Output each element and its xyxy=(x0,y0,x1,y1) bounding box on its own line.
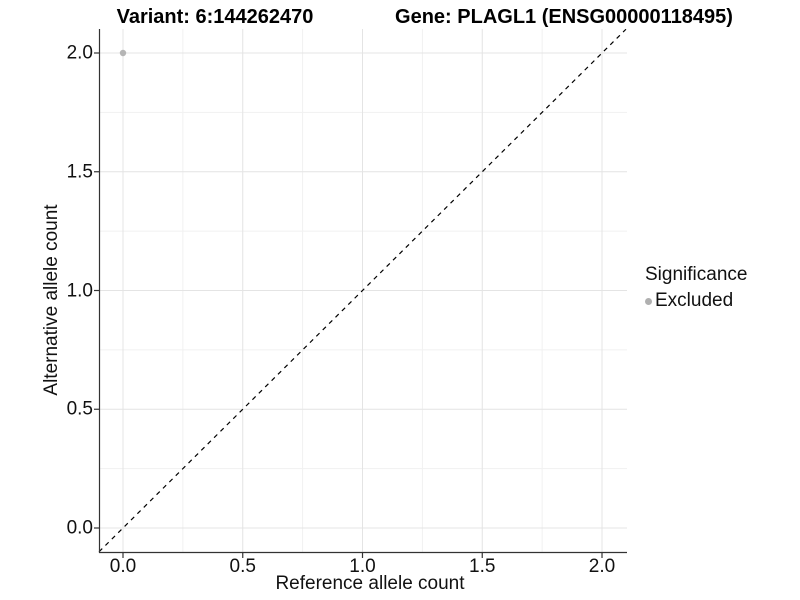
legend-item-label: Excluded xyxy=(655,290,734,311)
x-tick-label: 1.0 xyxy=(349,556,376,577)
identity-line xyxy=(98,28,627,553)
x-tick-label: 2.0 xyxy=(588,556,616,577)
data-point xyxy=(119,49,127,57)
plot-title-gene: Gene: PLAGL1 (ENSG00000118495) xyxy=(395,6,733,28)
plot-title-variant: Variant: 6:144262470 xyxy=(116,6,314,28)
x-tick-label: 0.0 xyxy=(109,556,137,577)
legend: Significance Excluded xyxy=(641,264,747,312)
y-tick-label: 1.5 xyxy=(66,161,93,183)
y-tick-label: 0.0 xyxy=(66,517,93,539)
x-tick-label: 0.5 xyxy=(229,556,256,577)
y-tick-label: 2.0 xyxy=(66,42,93,64)
legend-point-icon xyxy=(645,297,652,305)
legend-item-excluded: Excluded xyxy=(641,290,747,312)
x-axis-title: Reference allele count xyxy=(275,573,465,594)
y-tick-label: 0.5 xyxy=(66,398,93,420)
y-axis-title: Alternative allele count xyxy=(41,204,62,396)
x-tick-label: 1.5 xyxy=(469,556,496,577)
legend-title: Significance xyxy=(645,264,748,285)
y-tick-label: 1.0 xyxy=(66,280,93,301)
